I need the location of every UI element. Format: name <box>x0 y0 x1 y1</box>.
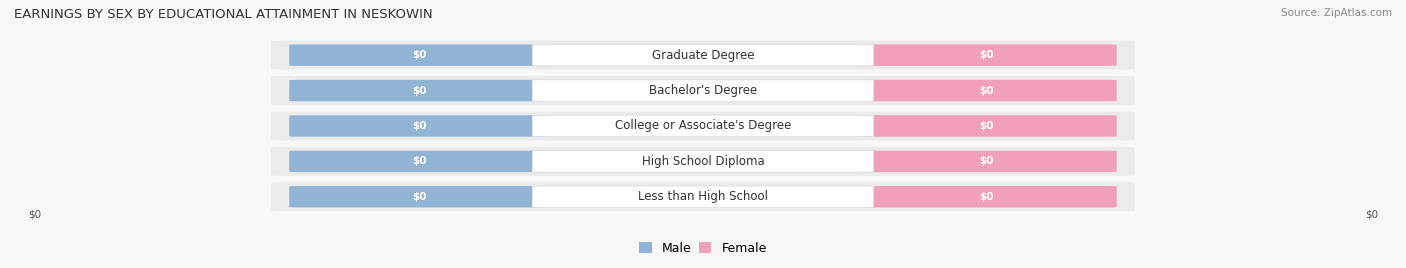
FancyBboxPatch shape <box>856 151 1116 172</box>
Text: $0: $0 <box>979 156 994 166</box>
FancyBboxPatch shape <box>290 115 550 137</box>
Text: Less than High School: Less than High School <box>638 190 768 203</box>
Text: $0: $0 <box>412 156 427 166</box>
FancyBboxPatch shape <box>533 115 873 137</box>
Text: $0: $0 <box>979 85 994 96</box>
FancyBboxPatch shape <box>856 115 1116 137</box>
Text: $0: $0 <box>979 121 994 131</box>
Legend: Male, Female: Male, Female <box>640 242 766 255</box>
Text: $0: $0 <box>412 121 427 131</box>
FancyBboxPatch shape <box>856 80 1116 101</box>
FancyBboxPatch shape <box>856 44 1116 66</box>
FancyBboxPatch shape <box>533 186 873 207</box>
FancyBboxPatch shape <box>533 44 873 66</box>
FancyBboxPatch shape <box>533 151 873 172</box>
Text: $0: $0 <box>979 50 994 60</box>
FancyBboxPatch shape <box>271 147 1135 176</box>
FancyBboxPatch shape <box>271 76 1135 105</box>
FancyBboxPatch shape <box>271 111 1135 140</box>
Text: Source: ZipAtlas.com: Source: ZipAtlas.com <box>1281 8 1392 18</box>
FancyBboxPatch shape <box>271 182 1135 211</box>
Text: High School Diploma: High School Diploma <box>641 155 765 168</box>
FancyBboxPatch shape <box>290 44 550 66</box>
FancyBboxPatch shape <box>533 80 873 101</box>
Text: $0: $0 <box>412 85 427 96</box>
FancyBboxPatch shape <box>290 151 550 172</box>
Text: $0: $0 <box>412 50 427 60</box>
Text: $0: $0 <box>979 192 994 202</box>
Text: Graduate Degree: Graduate Degree <box>652 49 754 62</box>
FancyBboxPatch shape <box>290 186 550 207</box>
FancyBboxPatch shape <box>856 186 1116 207</box>
Text: $0: $0 <box>28 210 41 220</box>
FancyBboxPatch shape <box>271 41 1135 70</box>
FancyBboxPatch shape <box>290 80 550 101</box>
Text: Bachelor's Degree: Bachelor's Degree <box>650 84 756 97</box>
Text: College or Associate's Degree: College or Associate's Degree <box>614 120 792 132</box>
Text: EARNINGS BY SEX BY EDUCATIONAL ATTAINMENT IN NESKOWIN: EARNINGS BY SEX BY EDUCATIONAL ATTAINMEN… <box>14 8 433 21</box>
Text: $0: $0 <box>1365 210 1378 220</box>
Text: $0: $0 <box>412 192 427 202</box>
